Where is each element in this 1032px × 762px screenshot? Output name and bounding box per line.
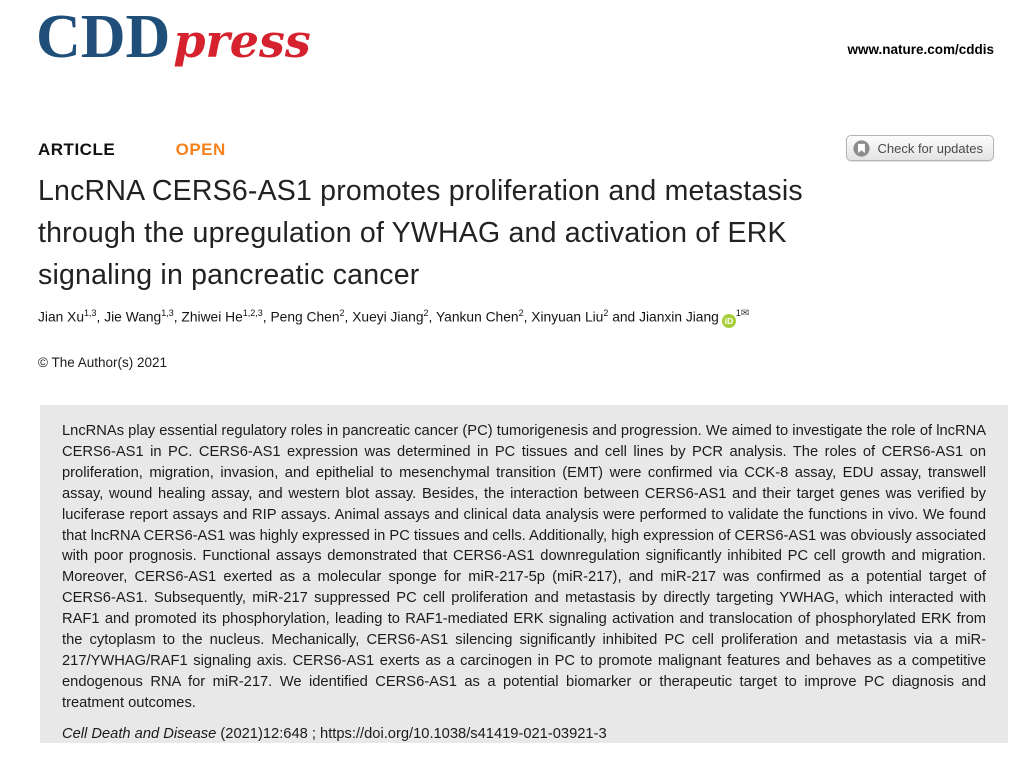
title-line-2: through the upregulation of YWHAG and ac…: [38, 217, 787, 249]
author-affiliation-superscript: 1: [735, 308, 741, 318]
envelope-icon[interactable]: ✉: [740, 308, 750, 319]
author-affiliation-superscript: 2: [339, 308, 345, 318]
author-separator: ,: [523, 309, 532, 325]
journal-url: www.nature.com/cddis: [847, 42, 994, 57]
copyright-notice: © The Author(s) 2021: [38, 355, 168, 370]
check-for-updates-label: Check for updates: [877, 140, 983, 156]
article-title: LncRNA CERS6-AS1 promotes proliferation …: [38, 170, 978, 296]
author-separator: ,: [96, 309, 105, 325]
author-separator: ,: [262, 309, 271, 325]
logo-press-text: press: [173, 14, 311, 68]
logo-cdd-text: CDD: [36, 3, 171, 71]
author-affiliation-superscript: 2: [603, 308, 609, 318]
author-name: Zhiwei He: [181, 309, 243, 325]
author-name: Jie Wang: [104, 309, 162, 325]
author-name: Yankun Chen: [435, 309, 519, 325]
author-affiliation-superscript: 2: [423, 308, 429, 318]
article-type-label: ARTICLE: [38, 140, 116, 159]
abstract-text: LncRNAs play essential regulatory roles …: [62, 423, 986, 711]
author-separator: ,: [344, 309, 353, 325]
check-for-updates-button[interactable]: Check for updates: [846, 135, 994, 161]
title-line-3: signaling in pancreatic cancer: [38, 259, 420, 291]
author-affiliation-superscript: 1,3: [84, 308, 97, 318]
orcid-icon[interactable]: iD: [721, 313, 736, 328]
author-name: Xueyi Jiang: [352, 309, 424, 325]
crossmark-bookmark-icon: [853, 139, 871, 157]
citation-doi[interactable]: (2021)12:648 ; https://doi.org/10.1038/s…: [220, 725, 607, 742]
meta-row: ARTICLE OPEN Check for updates: [38, 135, 994, 166]
author-name: Xinyuan Liu: [531, 309, 604, 325]
title-line-1: LncRNA CERS6-AS1 promotes proliferation …: [38, 175, 803, 207]
open-access-label: OPEN: [175, 140, 226, 159]
abstract-box: LncRNAs play essential regulatory roles …: [40, 405, 1008, 743]
author-affiliation-superscript: 1,2,3: [242, 308, 263, 318]
author-separator: ,: [428, 309, 436, 325]
author-name: Jian Xu: [38, 309, 85, 325]
journal-name: Cell Death and Disease: [62, 725, 217, 742]
author-separator: ,: [173, 309, 182, 325]
author-separator: and: [608, 309, 640, 325]
author-affiliation-superscript: 2: [518, 308, 524, 318]
authors-line: Jian Xu1,3, Jie Wang1,3, Zhiwei He1,2,3,…: [38, 308, 978, 328]
citation-line: Cell Death and Disease (2021)12:648 ; ht…: [62, 726, 986, 742]
author-name: Peng Chen: [270, 309, 340, 325]
author-name: Jianxin Jiang: [639, 309, 719, 325]
cddpress-logo: CDDpress: [36, 6, 311, 72]
author-affiliation-superscript: 1,3: [161, 308, 174, 318]
